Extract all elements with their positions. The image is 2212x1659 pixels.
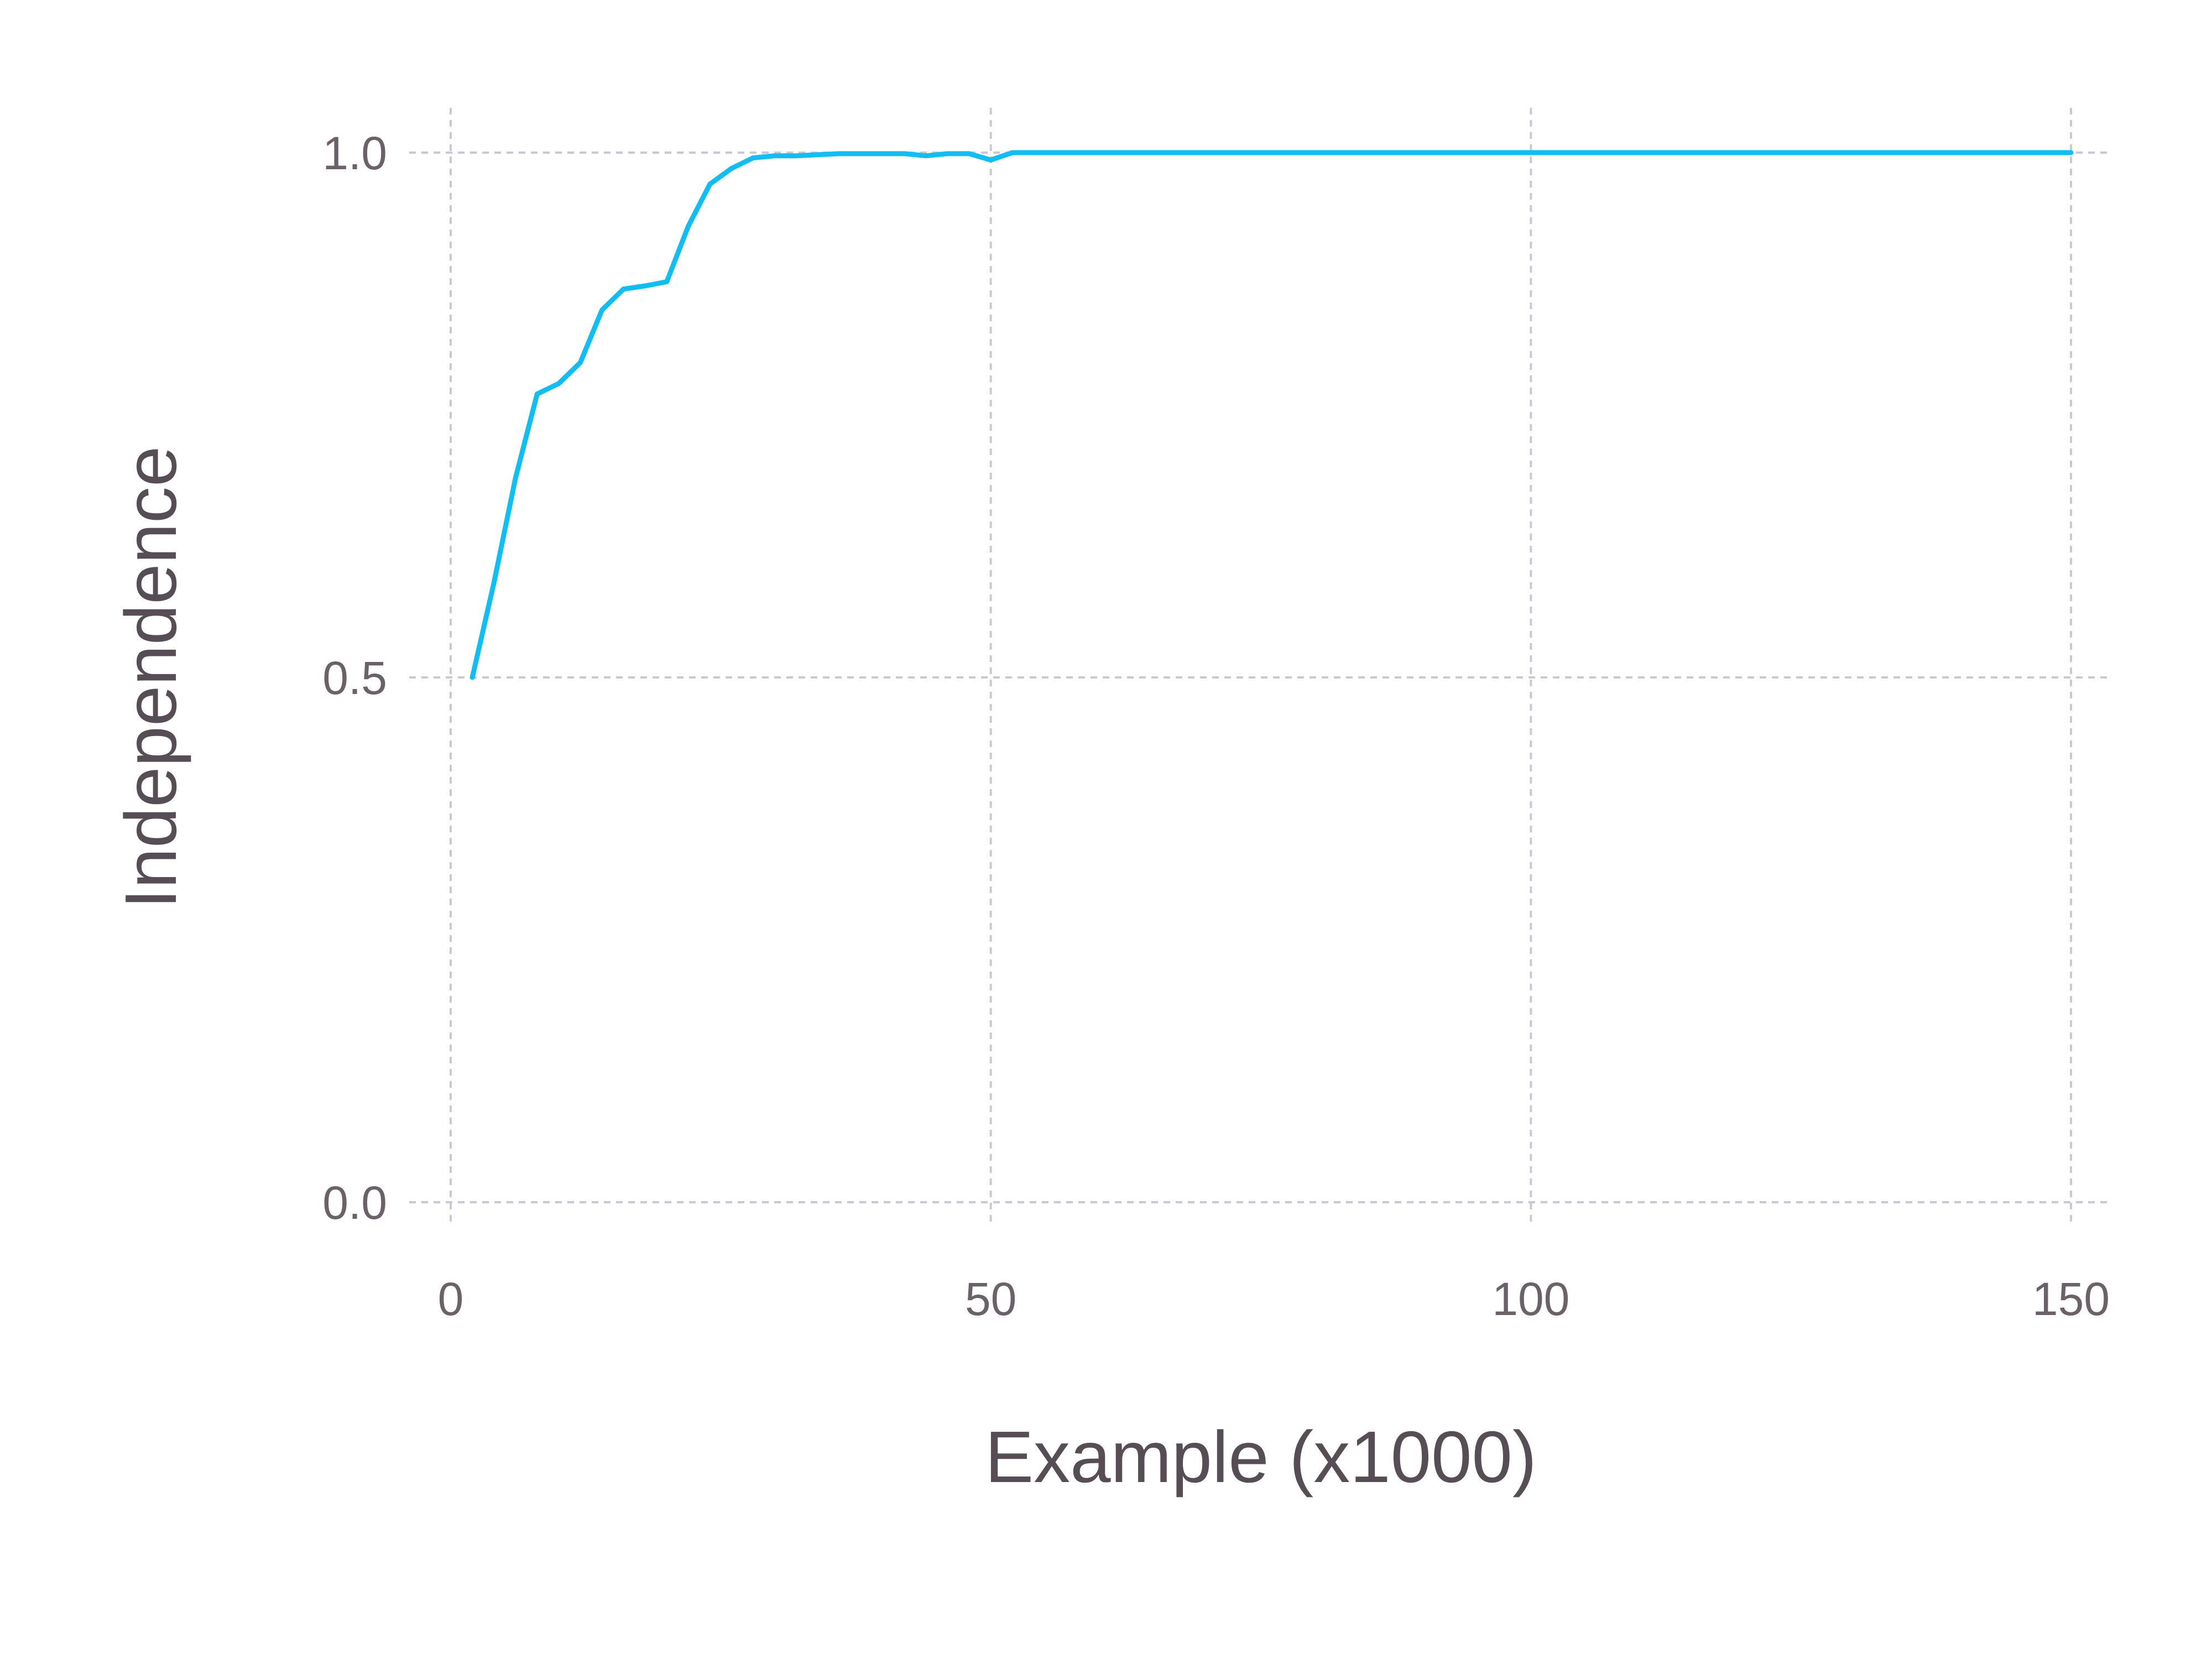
- y-tick-label: 1.0: [322, 127, 387, 179]
- grid: [409, 108, 2107, 1225]
- x-tick-label: 150: [2032, 1273, 2110, 1325]
- y-tick-label: 0.0: [322, 1177, 387, 1229]
- series-line: [469, 150, 2074, 680]
- x-tick-label: 100: [1492, 1273, 1569, 1325]
- y-tick-label: 0.5: [322, 652, 387, 704]
- series: [469, 150, 2074, 680]
- y-axis-title: Independence: [110, 446, 191, 909]
- x-axis-title: Example (x1000): [985, 1416, 1537, 1498]
- x-tick-label: 0: [438, 1273, 464, 1325]
- x-tick-label: 50: [965, 1273, 1016, 1325]
- tick-labels: 0 50 100 150 0.0 0.5 1.0: [322, 127, 2110, 1325]
